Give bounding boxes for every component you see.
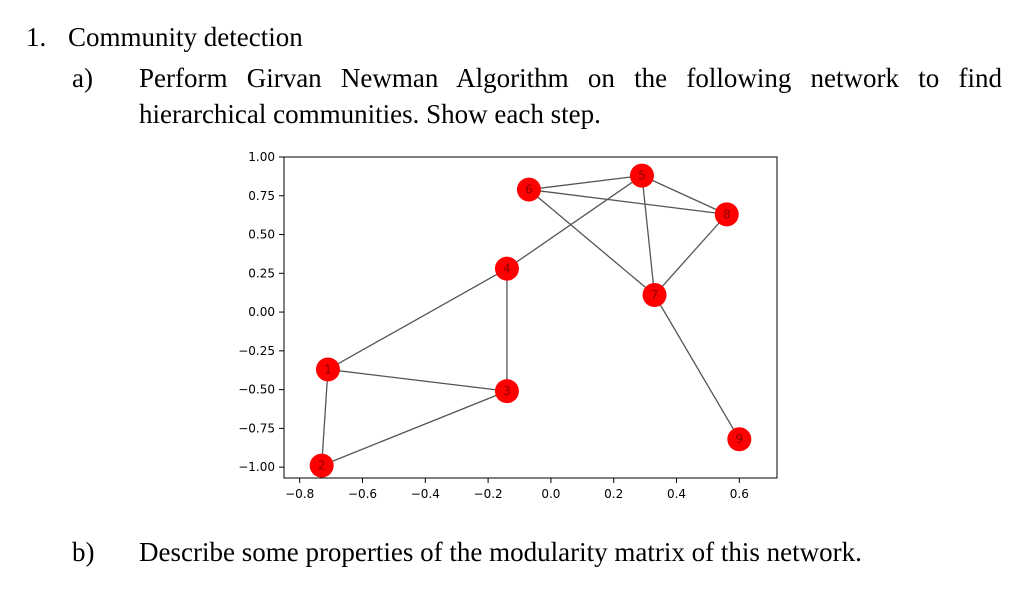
x-tick-label: −0.2 <box>474 487 503 501</box>
edge-5-7 <box>641 175 656 296</box>
node-label-7: 7 <box>651 288 659 302</box>
edge-7-9 <box>653 294 740 440</box>
edge-4-5 <box>506 175 643 270</box>
node-7 <box>642 283 667 308</box>
edge-5-8 <box>641 175 728 215</box>
question-number: 1. <box>26 22 47 52</box>
node-label-5: 5 <box>638 169 646 183</box>
question-title: 1. Community detection <box>26 22 303 53</box>
y-tick-label: −0.50 <box>238 383 275 397</box>
y-tick-label: −0.75 <box>238 421 275 435</box>
part-b-label: b) <box>72 537 95 567</box>
node-label-8: 8 <box>723 207 731 221</box>
x-tick-label: −0.6 <box>348 487 377 501</box>
edge-1-2 <box>321 369 329 466</box>
node-label-6: 6 <box>525 183 533 197</box>
graph-nodes: 1 2 3 4 5 6 7 8 9 <box>309 163 752 478</box>
node-label-2: 2 <box>318 459 326 473</box>
edge-5-6 <box>528 174 643 191</box>
x-tick-label: 0.0 <box>541 487 560 501</box>
edge-1-4 <box>327 268 508 371</box>
part-b: b) Describe some properties of the modul… <box>72 534 1002 570</box>
part-a-label: a) <box>72 63 93 93</box>
node-9 <box>727 427 752 452</box>
node-1 <box>315 357 340 382</box>
x-tick-label: 0.2 <box>604 487 623 501</box>
part-a-text: Perform Girvan Newman Algorithm on the f… <box>139 63 1002 129</box>
edge-6-8 <box>528 188 727 216</box>
y-tick-label: 0.75 <box>248 189 275 203</box>
node-4 <box>494 256 519 281</box>
question-title-text: Community detection <box>68 22 303 52</box>
y-tick-label: −1.00 <box>238 460 275 474</box>
part-b-text: Describe some properties of the modulari… <box>139 537 862 567</box>
y-axis: 1.00 0.75 0.50 0.25 0.00 −0.25 −0.50 −0.75 −1.00 <box>238 150 284 474</box>
node-3 <box>494 379 519 404</box>
part-a: a) Perform Girvan Newman Algorithm on th… <box>72 60 1002 132</box>
edge-6-7 <box>528 189 655 296</box>
node-label-3: 3 <box>503 384 511 398</box>
edge-7-8 <box>654 213 728 296</box>
node-8 <box>714 202 739 227</box>
y-tick-label: 0.50 <box>248 228 275 242</box>
y-tick-label: −0.25 <box>238 344 275 358</box>
x-tick-label: −0.8 <box>285 487 314 501</box>
y-tick-label: 0.00 <box>248 305 275 319</box>
node-6 <box>516 177 541 202</box>
x-tick-label: 0.6 <box>730 487 749 501</box>
node-label-9: 9 <box>735 432 743 446</box>
x-tick-label: −0.4 <box>411 487 440 501</box>
node-2 <box>309 453 334 478</box>
y-tick-label: 0.25 <box>248 266 275 280</box>
edge-2-3 <box>321 390 508 467</box>
node-5 <box>629 163 654 188</box>
x-axis: −0.8 −0.6 −0.4 −0.2 0.0 0.2 0.4 0.6 <box>285 478 749 501</box>
graph-edges <box>321 174 740 467</box>
y-tick-label: 1.00 <box>248 150 275 164</box>
node-label-1: 1 <box>324 362 332 376</box>
plot-frame <box>283 156 778 479</box>
x-tick-label: 0.4 <box>667 487 686 501</box>
edge-1-3 <box>327 368 508 392</box>
node-label-4: 4 <box>503 262 511 276</box>
